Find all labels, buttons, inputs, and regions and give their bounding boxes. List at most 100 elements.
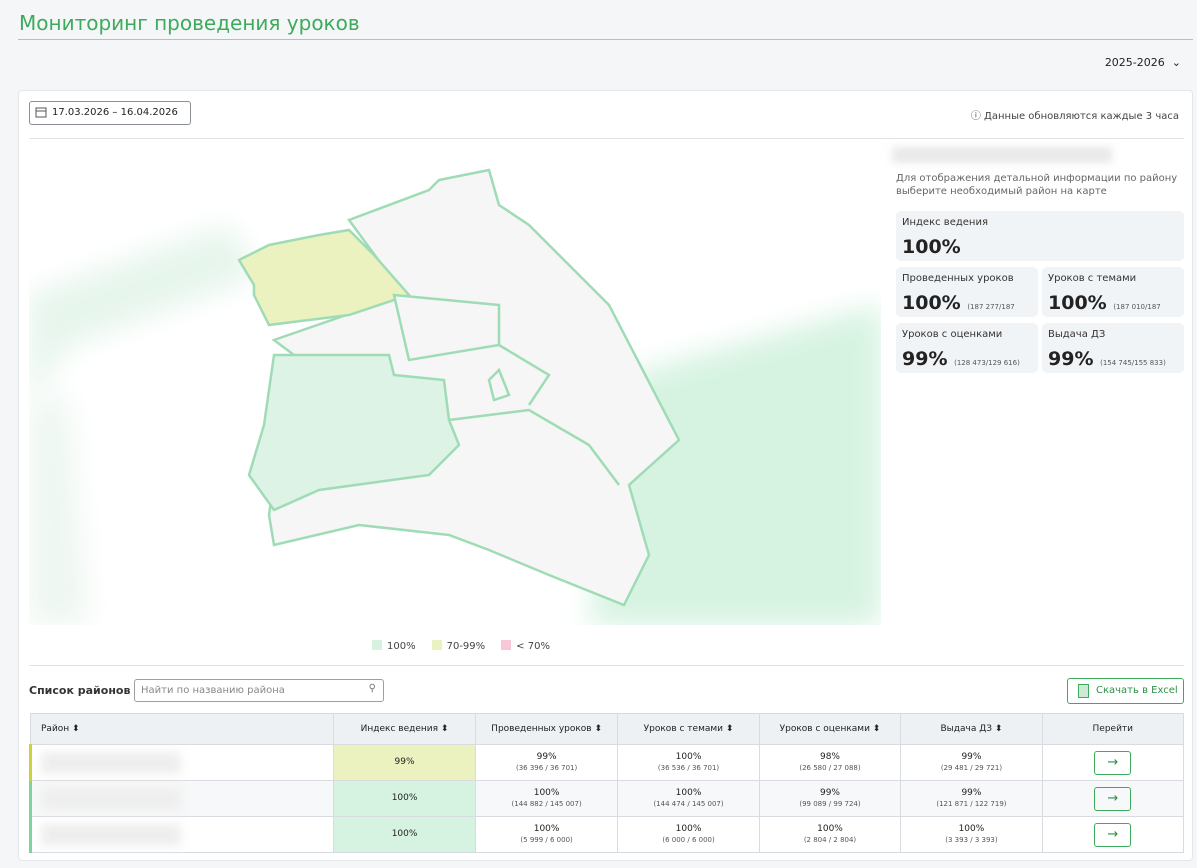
calendar-icon [35,107,47,118]
metric-cell: 99% (121 871 / 122 719) [900,780,1043,817]
card-percent: 99% [1048,348,1094,370]
metric-value: 99% [961,751,982,762]
excel-icon [1078,684,1089,698]
list-title: Список районов [29,684,131,697]
card-label: Индекс ведения [902,217,988,228]
column-header[interactable]: Индекс ведения ⬍ [333,713,476,745]
summary-card: Выдача ДЗ 99% (154 745/155 833) [1042,323,1184,373]
card-label: Проведенных уроков [902,273,1014,284]
column-header[interactable]: Уроков с темами ⬍ [617,713,760,745]
search-placeholder: Найти по названию района [141,685,285,696]
metric-cell: 99% (29 481 / 29 721) [900,744,1043,781]
legend-label: 100% [387,641,416,652]
title-underline [18,39,1193,40]
metric-value: 99% [819,787,840,798]
summary-card: Уроков с оценками 99% (128 473/129 616) [896,323,1038,373]
year-select[interactable]: 2025-2026 ⌄ [1104,56,1181,69]
legend-item: 70-99% [431,640,486,652]
district-row: 100% 100% (144 882 / 145 007) 100% (144 474 … [28,780,1185,817]
legend-item: 100% [372,640,416,652]
metric-value: 100% [533,823,560,834]
metric-cell: 100% (36 536 / 36 701) [617,744,760,781]
metric-cell: 98% (26 580 / 27 088) [758,744,902,781]
card-label: Выдача ДЗ [1048,329,1106,340]
metric-cell: 99% (36 396 / 36 701) [474,744,619,781]
column-title: Уроков с оценками [779,724,870,734]
metric-value: 100% [817,823,843,834]
metric-value: 100% [958,823,985,834]
map-background [29,225,881,625]
go-cell: → [1041,816,1185,853]
metric-detail: (99 089 / 99 724) [799,799,861,808]
column-header: Перейти [1041,713,1185,745]
metric-detail: (2 804 / 2 804) [803,835,857,844]
export-button[interactable]: Скачать в Excel [1067,678,1184,704]
card-value: 100% [902,236,961,258]
metric-cell: 99% (99 089 / 99 724) [758,780,902,817]
column-title: Проведенных уроков [491,724,592,734]
metric-detail: (144 882 / 145 007) [511,799,582,808]
legend-swatch [431,640,442,650]
legend-swatch [501,640,512,650]
go-button[interactable]: → [1094,750,1132,775]
metric-detail: (36 536 / 36 701) [657,763,720,772]
search-icon: ⚲ [368,683,376,694]
blurred-region-name [892,147,1112,163]
metric-detail: (121 871 / 122 719) [936,799,1007,808]
column-title: Выдача ДЗ [940,724,992,734]
metric-cell: 100% (5 999 / 6 000) [474,816,619,853]
metric-value: 100% [675,751,702,762]
blurred-name [41,787,181,810]
go-cell: → [1041,744,1185,781]
year: 2025-2026 [1104,56,1165,69]
metric-value: 98% [819,751,840,762]
card-label: Уроков с оценками [902,329,1003,340]
export-label: Скачать в Excel [1096,685,1178,696]
metric-value: 99% [536,751,557,762]
index-value: 100% [391,793,418,803]
blurred-name [41,751,181,774]
card-percent: 100% [902,292,961,314]
metric-cell: 100% (144 474 / 145 007) [617,780,760,817]
metric-detail: (144 474 / 145 007) [653,799,724,808]
page-title: Мониторинг проведения уроков [19,11,360,35]
column-title: Район [41,724,70,734]
card-value: 99% (154 745/155 833) [1048,348,1178,370]
column-title: Перейти [1092,724,1134,734]
card-percent: 99% [902,348,948,370]
date-range: 17.03.2026 – 16.04.2026 [52,107,178,118]
legend-label: < 70% [516,641,550,652]
date-picker[interactable]: 17.03.2026 – 16.04.2026 [29,101,191,125]
metric-value: 99% [961,787,982,798]
metric-value: 100% [675,823,702,834]
metric-value: 100% [533,787,560,798]
metric-value: 100% [675,787,702,798]
district-name [28,816,335,853]
card-percent: 100% [1048,292,1107,314]
index-cell: 100% [333,780,476,817]
column-header[interactable]: Выдача ДЗ ⬍ [900,713,1043,745]
metric-detail: (6 000 / 6 000) [662,835,715,844]
map-legend: 100% 70-99% < 70% [372,640,550,652]
district-name [28,780,335,817]
metric-detail: (5 999 / 6 000) [520,835,573,844]
update-note-text: Данные обновляются каждые 3 часа [984,111,1179,122]
district-row: 100% 100% (5 999 / 6 000) 100% (6 000 / 6 00… [28,816,1185,853]
column-header[interactable]: Район ⬍ [29,713,335,745]
metric-detail: (3 393 / 3 393) [945,835,998,844]
legend-label: 70-99% [446,641,486,652]
go-button[interactable]: → [1094,786,1132,811]
district-name [28,744,335,781]
column-header[interactable]: Уроков с оценками ⬍ [758,713,902,745]
go-cell: → [1041,780,1185,817]
divider [29,665,1184,666]
legend-swatch [372,640,382,650]
map[interactable] [29,145,881,625]
search-input[interactable]: Найти по названию района ⚲ [134,679,384,702]
blurred-name [41,823,181,846]
column-header[interactable]: Проведенных уроков ⬍ [474,713,619,745]
update-note: ⓘ Данные обновляются каждые 3 часа [970,111,1179,122]
go-button[interactable]: → [1094,822,1132,847]
